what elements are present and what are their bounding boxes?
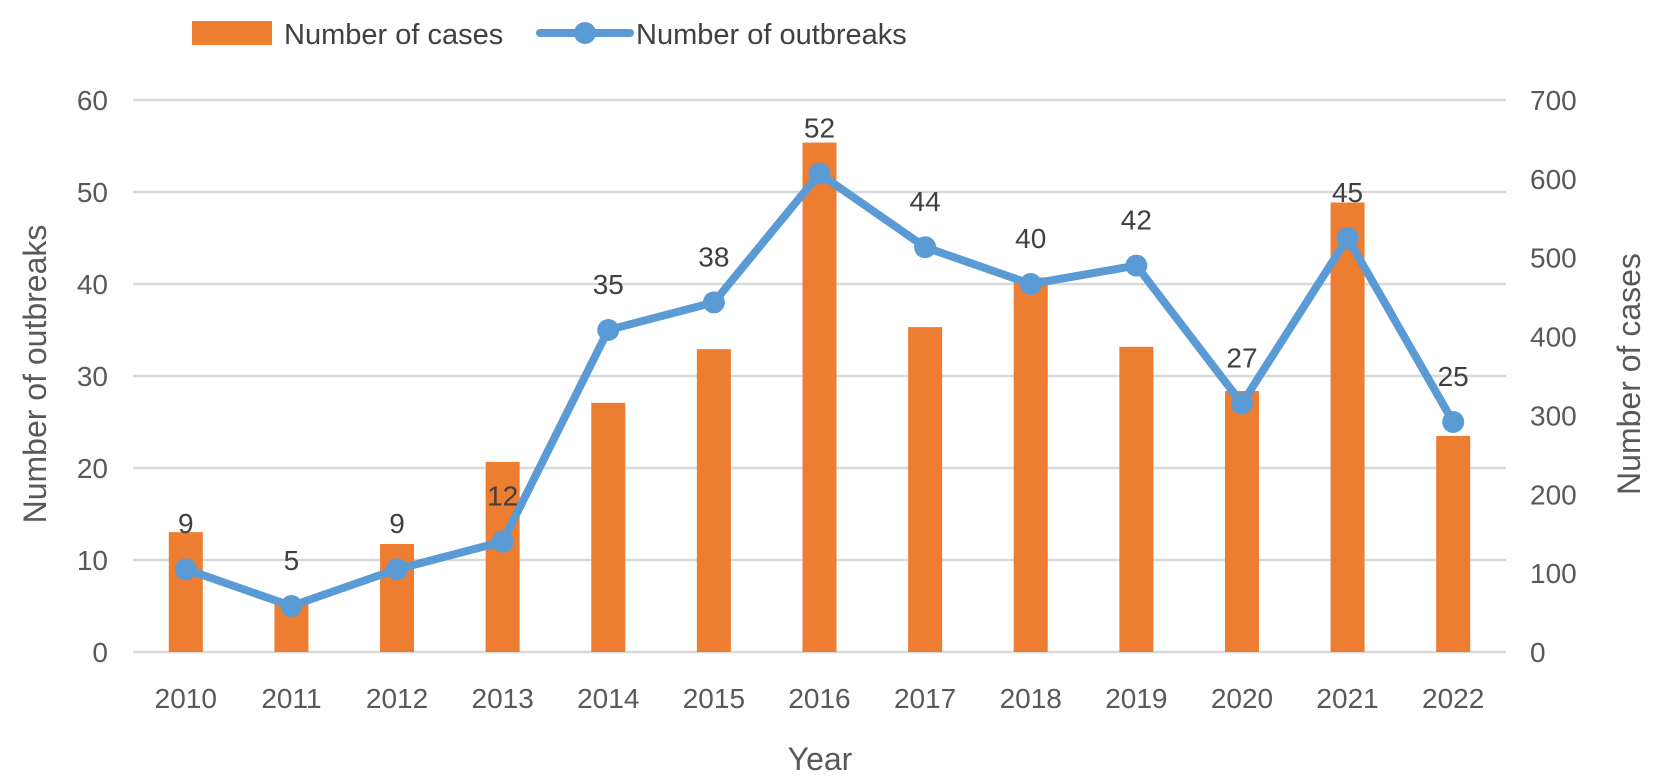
outbreaks-data-label: 35 xyxy=(593,269,624,300)
y-tick-label-right: 400 xyxy=(1530,322,1577,353)
x-tick-label: 2012 xyxy=(366,683,428,714)
outbreaks-data-label: 40 xyxy=(1015,223,1046,254)
x-tick-label: 2019 xyxy=(1105,683,1167,714)
bar-2022 xyxy=(1436,435,1471,652)
y-tick-label-right: 300 xyxy=(1530,400,1577,431)
y-tick-label-left: 40 xyxy=(77,269,108,300)
bar-2010 xyxy=(168,532,203,652)
y-tick-label-right: 200 xyxy=(1530,479,1577,510)
outbreaks-point-2021 xyxy=(1336,227,1359,249)
y-tick-label-left: 60 xyxy=(77,85,108,116)
y-tick-label-right: 100 xyxy=(1530,558,1577,589)
bar-2016 xyxy=(802,142,837,652)
outbreaks-point-2012 xyxy=(386,558,409,581)
outbreaks-data-label: 42 xyxy=(1121,205,1152,236)
x-tick-label: 2014 xyxy=(577,683,639,714)
outbreaks-point-2013 xyxy=(491,530,514,553)
data-labels: 9 5 9 12 35 38 52 44 40 42 27 45 25 xyxy=(178,113,1469,576)
outbreaks-data-label: 9 xyxy=(389,508,405,539)
y-tick-label-right: 700 xyxy=(1530,85,1577,116)
y-tick-label-left: 0 xyxy=(92,637,108,668)
outbreaks-data-label: 27 xyxy=(1226,343,1257,374)
y-tick-label-left: 20 xyxy=(77,453,108,484)
outbreaks-point-2016 xyxy=(808,162,831,185)
x-tick-label: 2016 xyxy=(788,683,850,714)
outbreaks-point-2015 xyxy=(702,291,725,314)
y-tick-label-right: 500 xyxy=(1530,243,1577,274)
outbreaks-point-2011 xyxy=(280,595,303,617)
legend-label-outbreaks: Number of outbreaks xyxy=(636,19,907,51)
y-tick-label-right: 600 xyxy=(1530,164,1577,195)
line-number-of-outbreaks xyxy=(174,162,1465,617)
outbreaks-point-2014 xyxy=(597,319,620,341)
outbreaks-data-label: 12 xyxy=(487,481,518,512)
bar-2013 xyxy=(485,461,520,652)
y-axis-title-left: Number of outbreaks xyxy=(17,225,53,524)
y-axis-left: 0 10 20 30 40 50 60 xyxy=(77,85,108,668)
bar-2021 xyxy=(1330,202,1365,652)
y-tick-label-right: 0 xyxy=(1530,637,1546,668)
x-tick-label: 2022 xyxy=(1422,683,1484,714)
outbreaks-point-2017 xyxy=(914,236,937,259)
y-tick-label-left: 10 xyxy=(77,545,108,576)
x-tick-label: 2021 xyxy=(1316,683,1378,714)
outbreaks-point-2019 xyxy=(1125,254,1148,277)
legend-swatch-cases xyxy=(192,21,272,45)
x-axis-title: Year xyxy=(788,741,853,777)
bar-2020 xyxy=(1224,390,1259,652)
x-tick-label: 2015 xyxy=(683,683,745,714)
x-tick-label: 2013 xyxy=(472,683,534,714)
bars-number-of-cases xyxy=(168,142,1471,652)
bar-2015 xyxy=(696,349,731,652)
bar-2017 xyxy=(908,327,943,652)
outbreaks-data-label: 5 xyxy=(284,545,300,576)
y-tick-label-left: 50 xyxy=(77,177,108,208)
outbreaks-point-2010 xyxy=(174,558,197,581)
bar-2019 xyxy=(1119,346,1154,652)
bar-2018 xyxy=(1013,277,1048,652)
x-tick-label: 2020 xyxy=(1211,683,1273,714)
y-axis-right: 0 100 200 300 400 500 600 700 xyxy=(1530,85,1577,668)
x-tick-label: 2010 xyxy=(155,683,217,714)
outbreaks-point-2020 xyxy=(1230,392,1253,415)
x-tick-label: 2011 xyxy=(261,683,321,714)
x-axis: 2010 2011 2012 2013 2014 2015 2016 2017 2018 2019… xyxy=(155,683,1485,714)
y-tick-label-left: 30 xyxy=(77,361,108,392)
outbreaks-data-label: 45 xyxy=(1332,177,1363,208)
outbreaks-data-label: 38 xyxy=(698,241,729,272)
x-tick-label: 2018 xyxy=(1000,683,1062,714)
legend-marker-outbreaks xyxy=(574,22,596,44)
bar-2014 xyxy=(591,402,626,652)
outbreaks-point-2022 xyxy=(1442,411,1465,433)
legend: Number of cases Number of outbreaks xyxy=(192,19,907,51)
outbreaks-data-label: 44 xyxy=(910,186,941,217)
outbreaks-data-label: 9 xyxy=(178,508,194,539)
outbreaks-point-2018 xyxy=(1019,273,1042,295)
y-axis-title-right: Number of cases xyxy=(1611,253,1647,495)
legend-label-cases: Number of cases xyxy=(284,19,503,51)
outbreaks-data-label: 52 xyxy=(804,113,835,144)
x-tick-label: 2017 xyxy=(894,683,956,714)
outbreaks-data-label: 25 xyxy=(1438,361,1469,392)
